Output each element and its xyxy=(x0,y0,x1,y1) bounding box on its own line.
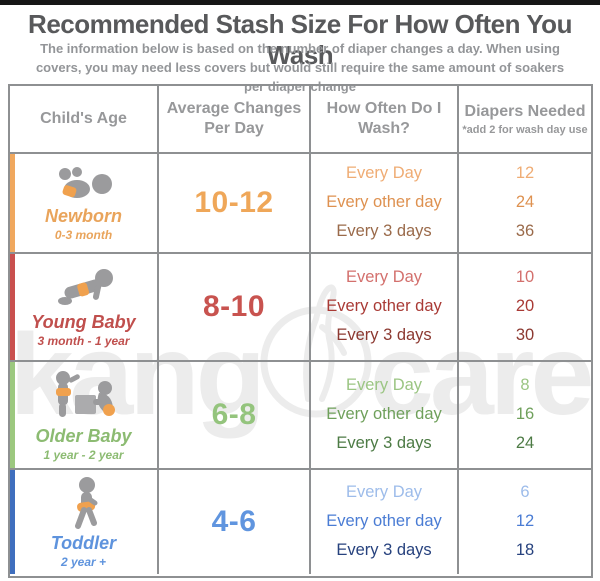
age-group-name: Older Baby xyxy=(35,425,132,446)
table-row-toddler: Toddler 2 year + 4-6 Every Day Every oth… xyxy=(10,468,591,574)
avg-changes-cell: 6-8 xyxy=(157,362,309,468)
avg-changes-cell: 4-6 xyxy=(157,470,309,574)
diapers-needed-cell: 6 12 18 xyxy=(457,470,591,574)
wash-option: Every other day xyxy=(326,297,442,316)
walking-toddler-icon xyxy=(61,476,107,530)
age-cell: Toddler 2 year + xyxy=(10,470,157,574)
wash-option: Every 3 days xyxy=(336,540,432,559)
avg-changes-value: 6-8 xyxy=(211,398,257,431)
age-cell: Newborn 0-3 month xyxy=(10,154,157,252)
age-group-range: 2 year + xyxy=(60,554,107,569)
stash-size-table: Child's Age Average Changes Per Day How … xyxy=(8,84,593,578)
table-row-older-baby: Older Baby 1 year - 2 year 6-8 Every Day… xyxy=(10,360,591,468)
wash-option: Every other day xyxy=(326,512,442,531)
wash-option: Every Day xyxy=(345,268,423,287)
diapers-count: 30 xyxy=(515,325,535,344)
wash-frequency-cell: Every Day Every other day Every 3 days xyxy=(309,254,457,360)
newborn-lying-baby-icon xyxy=(53,165,115,203)
table-header-row: Child's Age Average Changes Per Day How … xyxy=(10,86,591,152)
header-how-often-wash: How Often Do I Wash? xyxy=(309,86,457,152)
header-label: How Often Do I Wash? xyxy=(326,100,442,137)
wash-option: Every other day xyxy=(326,193,442,212)
diapers-count: 12 xyxy=(515,164,535,183)
avg-changes-cell: 8-10 xyxy=(157,254,309,360)
age-cell: Older Baby 1 year - 2 year xyxy=(10,362,157,468)
avg-changes-value: 4-6 xyxy=(211,505,257,538)
diapers-count: 24 xyxy=(515,193,535,212)
wash-option: Every 3 days xyxy=(336,433,432,452)
age-group-range: 3 month - 1 year xyxy=(37,333,130,348)
playing-toddlers-icon xyxy=(47,369,121,423)
wash-option: Every Day xyxy=(345,376,423,395)
header-label: Average Changes Per Day xyxy=(166,100,302,137)
diapers-count: 6 xyxy=(520,483,530,502)
diapers-count: 8 xyxy=(520,376,530,395)
age-group-name: Toddler xyxy=(50,532,117,553)
age-group-name: Newborn xyxy=(44,205,122,226)
diapers-needed-cell: 10 20 30 xyxy=(457,254,591,360)
diapers-count: 20 xyxy=(515,297,535,316)
crawling-baby-icon xyxy=(52,267,116,309)
diapers-needed-cell: 8 16 24 xyxy=(457,362,591,468)
wash-frequency-cell: Every Day Every other day Every 3 days xyxy=(309,362,457,468)
age-group-name: Young Baby xyxy=(31,311,136,332)
age-cell: Young Baby 3 month - 1 year xyxy=(10,254,157,360)
table-row-newborn: Newborn 0-3 month 10-12 Every Day Every … xyxy=(10,152,591,252)
wash-option: Every other day xyxy=(326,405,442,424)
age-group-range: 1 year - 2 year xyxy=(43,447,124,462)
wash-option: Every Day xyxy=(345,164,423,183)
row-color-bar xyxy=(10,254,15,360)
header-note: *add 2 for wash day use xyxy=(462,123,588,136)
row-color-bar xyxy=(10,362,15,468)
row-color-bar xyxy=(10,154,15,252)
top-border-bar xyxy=(0,0,600,5)
row-color-bar xyxy=(10,470,15,574)
avg-changes-value: 10-12 xyxy=(194,186,274,219)
wash-option: Every 3 days xyxy=(336,221,432,240)
page-title: Recommended Stash Size For How Often You… xyxy=(28,9,572,70)
diapers-count: 12 xyxy=(515,512,535,531)
header-label: Diapers Needed xyxy=(464,102,586,120)
diapers-count: 36 xyxy=(515,221,535,240)
table-row-young-baby: Young Baby 3 month - 1 year 8-10 Every D… xyxy=(10,252,591,360)
diapers-count: 18 xyxy=(515,540,535,559)
header-average-changes: Average Changes Per Day xyxy=(157,86,309,152)
diapers-count: 16 xyxy=(515,405,535,424)
diapers-needed-cell: 12 24 36 xyxy=(457,154,591,252)
avg-changes-cell: 10-12 xyxy=(157,154,309,252)
wash-frequency-cell: Every Day Every other day Every 3 days xyxy=(309,154,457,252)
wash-option: Every 3 days xyxy=(336,325,432,344)
age-group-range: 0-3 month xyxy=(54,227,113,242)
header-label: Child's Age xyxy=(40,110,127,127)
page-subtitle: The information below is based on the nu… xyxy=(35,41,565,94)
diapers-count: 24 xyxy=(515,433,535,452)
header-childs-age: Child's Age xyxy=(10,86,157,152)
wash-frequency-cell: Every Day Every other day Every 3 days xyxy=(309,470,457,574)
diapers-count: 10 xyxy=(515,268,535,287)
avg-changes-value: 8-10 xyxy=(202,290,266,323)
header-diapers-needed: Diapers Needed *add 2 for wash day use xyxy=(457,86,591,152)
wash-option: Every Day xyxy=(345,483,423,502)
